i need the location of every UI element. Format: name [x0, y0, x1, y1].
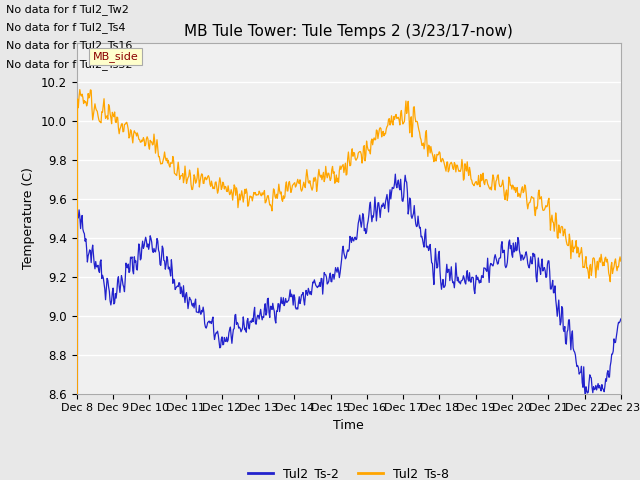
Text: MB_side: MB_side [93, 51, 138, 62]
Text: No data for f Tul2_Ts32: No data for f Tul2_Ts32 [6, 59, 133, 70]
Text: No data for f Tul2_Ts16: No data for f Tul2_Ts16 [6, 40, 132, 51]
Y-axis label: Temperature (C): Temperature (C) [22, 168, 35, 269]
X-axis label: Time: Time [333, 419, 364, 432]
Title: MB Tule Tower: Tule Temps 2 (3/23/17-now): MB Tule Tower: Tule Temps 2 (3/23/17-now… [184, 24, 513, 39]
Text: No data for f Tul2_Tw2: No data for f Tul2_Tw2 [6, 4, 129, 15]
Legend: Tul2_Ts-2, Tul2_Ts-8: Tul2_Ts-2, Tul2_Ts-8 [243, 462, 454, 480]
Text: No data for f Tul2_Ts4: No data for f Tul2_Ts4 [6, 22, 126, 33]
